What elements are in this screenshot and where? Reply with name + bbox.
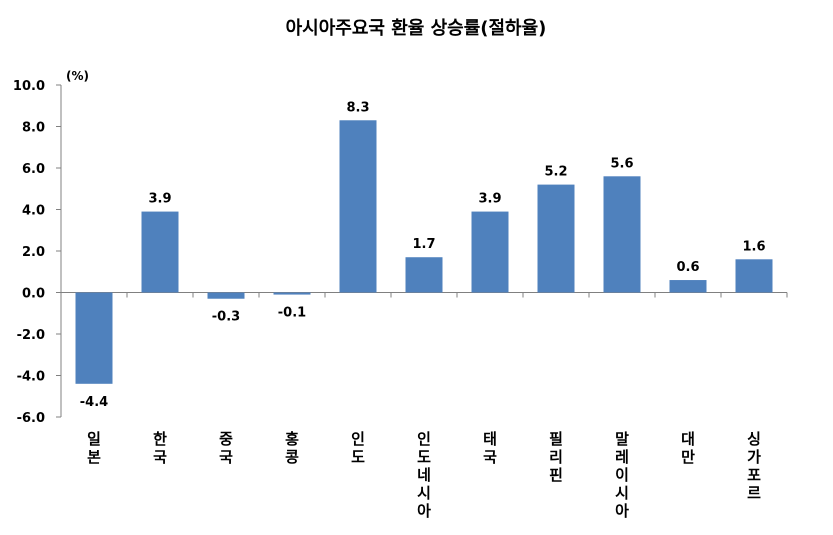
- data-label: 3.9: [478, 192, 501, 207]
- bar: [669, 280, 707, 293]
- y-tick-label: -6.0: [17, 411, 45, 426]
- bar-series: [75, 120, 773, 384]
- data-label: 1.6: [742, 239, 765, 254]
- y-tick-label: 2.0: [22, 245, 45, 260]
- y-axis-unit: (%): [66, 69, 89, 83]
- bar: [603, 176, 641, 293]
- data-label: -4.4: [80, 395, 108, 410]
- bar: [75, 292, 113, 384]
- y-axis-ticks: 10.0 8.0 6.0 4.0 2.0 0.0 -2.0 -4.0 -6.0: [13, 79, 788, 426]
- bar: [141, 211, 179, 293]
- data-label: 3.9: [148, 192, 171, 207]
- bar: [471, 211, 509, 293]
- y-tick-label: -4.0: [17, 370, 45, 385]
- bar: [339, 120, 377, 293]
- y-tick-label: -2.0: [17, 328, 45, 343]
- category-labels: 일 본 한 국 중 국 홍 콩 인 도 인 도 네 시 아 태 국 필 리 핀 말 레 이 시 아 대 만 싱 가 포 르: [87, 430, 761, 520]
- bar: [735, 259, 773, 293]
- y-tick-label: 0.0: [22, 287, 45, 302]
- data-label: 5.2: [544, 165, 567, 180]
- y-tick-label: 10.0: [13, 79, 45, 94]
- bar: [207, 292, 245, 299]
- y-tick-label: 6.0: [22, 162, 45, 177]
- data-label: 1.7: [412, 237, 435, 252]
- y-tick-label: 4.0: [22, 204, 45, 219]
- data-label: 8.3: [346, 100, 369, 115]
- bar: [537, 184, 575, 293]
- chart-title: 아시아주요국 환율 상승률(절하율): [286, 17, 547, 39]
- data-label: 5.6: [610, 156, 633, 171]
- bar: [405, 257, 443, 293]
- y-tick-label: 8.0: [22, 121, 45, 136]
- data-labels: -4.4 3.9 -0.3 -0.1 8.3 1.7 3.9 5.2 5.6 0.6 1.6: [80, 100, 766, 410]
- data-label: 0.6: [676, 260, 699, 275]
- data-label: -0.3: [212, 310, 240, 325]
- data-label: -0.1: [278, 306, 306, 321]
- bar: [273, 292, 311, 295]
